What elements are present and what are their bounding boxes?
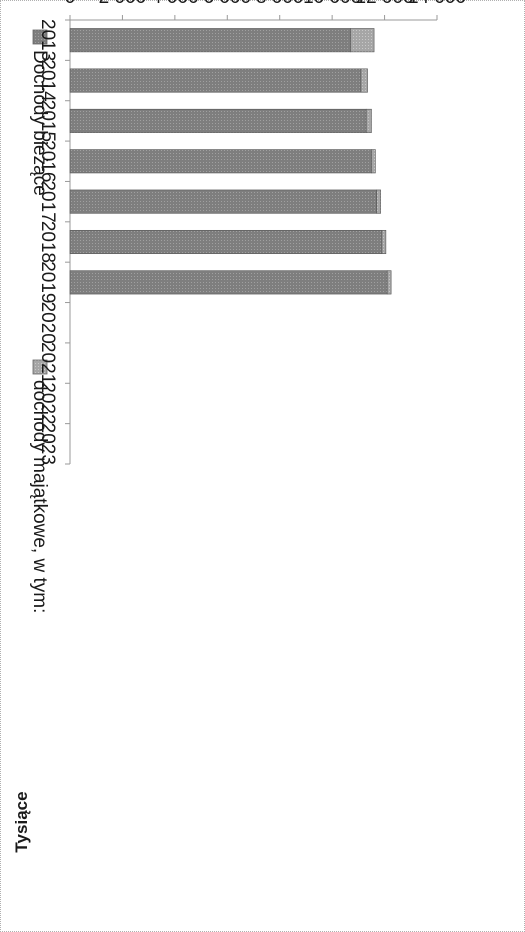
x-axis: 2013201420152016201720182019202020212022… xyxy=(37,19,71,465)
x-tick-label: 2022 xyxy=(37,382,58,424)
x-tick-label: 2017 xyxy=(37,180,58,222)
y-tick-label: 10 000 xyxy=(303,0,361,8)
legend-swatch-dochody-biezace xyxy=(32,29,48,45)
bar-2017-series-0 xyxy=(69,189,378,214)
bar-2019-series-0 xyxy=(69,270,388,295)
y-tick-label: 6 000 xyxy=(204,0,252,8)
legend-label-dochody-majatkowe: dochody majątkowe, w tym: xyxy=(29,380,50,613)
bar-2016-series-1 xyxy=(371,149,376,174)
legend-label-dochody-biezace: Dochody bieżące xyxy=(29,50,50,196)
bar-2015-series-0 xyxy=(69,108,367,133)
y-tick-label: 8 000 xyxy=(256,0,304,8)
bar-2017-series-1 xyxy=(376,189,381,214)
x-tick-label: 2015 xyxy=(37,100,58,142)
x-tick-label: 2023 xyxy=(37,423,58,465)
bars xyxy=(69,28,392,295)
bar-2019-series-1 xyxy=(386,270,392,295)
y-tick-label: 2 000 xyxy=(99,0,147,8)
bar-2014-series-0 xyxy=(69,68,362,93)
x-tick-label: 2013 xyxy=(37,19,58,61)
bar-2013-series-1 xyxy=(350,28,375,53)
x-tick-label: 2021 xyxy=(37,342,58,384)
x-tick-label: 2018 xyxy=(37,221,58,263)
y-tick-label: 14 000 xyxy=(408,0,466,8)
y-tick-label: 4 000 xyxy=(151,0,199,8)
legend-swatch-dochody-majatkowe xyxy=(32,359,48,375)
x-tick-label: 2016 xyxy=(37,140,58,182)
bar-2013-series-0 xyxy=(69,28,351,53)
y-tick-label: 0 xyxy=(65,0,76,8)
x-tick-label: 2020 xyxy=(37,302,58,344)
bar-2016-series-0 xyxy=(69,149,372,174)
y-axis: 0 2 000 4 000 6 000 8 00010 00012 00014 000 xyxy=(65,0,466,21)
bar-2018-series-0 xyxy=(69,229,383,255)
x-tick-label: 2014 xyxy=(37,59,58,102)
y-axis-title: Tysiące xyxy=(12,791,31,852)
legend: Dochody bieżące dochody majątkowe, w tym… xyxy=(29,29,50,613)
x-tick-label: 2019 xyxy=(37,261,58,303)
bar-2014-series-1 xyxy=(360,68,368,93)
bar-2015-series-1 xyxy=(365,108,372,133)
bar-2018-series-1 xyxy=(381,229,387,255)
y-tick-label: 12 000 xyxy=(356,0,414,8)
